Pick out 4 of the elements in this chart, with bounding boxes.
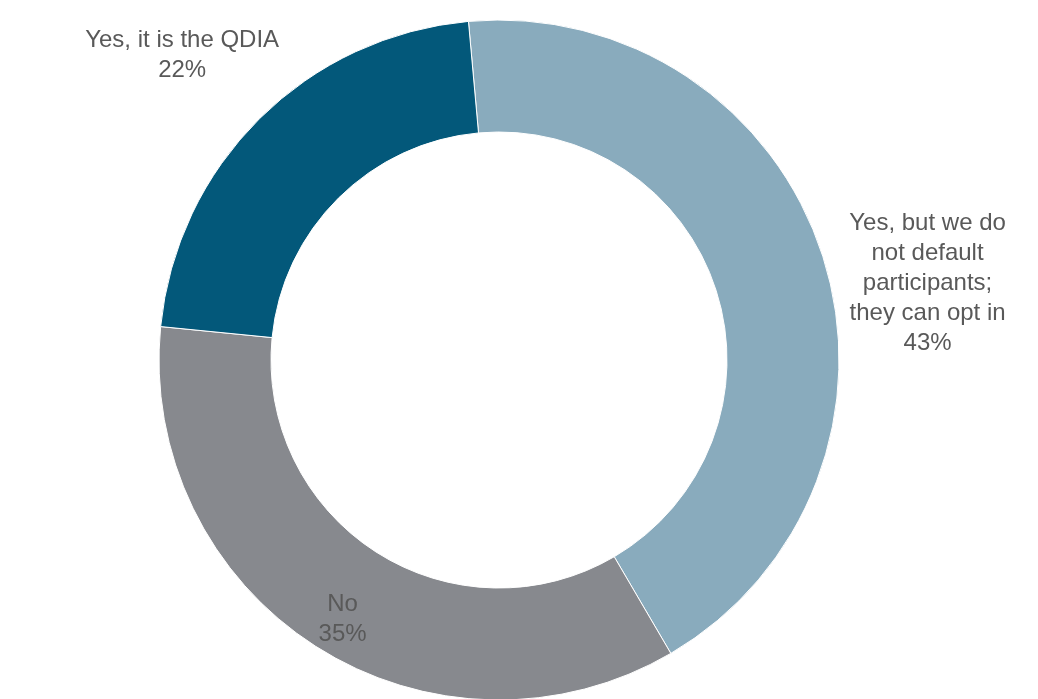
slice-label: Yes, but we do not default participants; they can opt in	[849, 207, 1006, 325]
slice-label: Yes, it is the QDIA	[85, 25, 280, 53]
data-label: 43%	[903, 327, 952, 355]
data-label: 22%	[158, 55, 207, 83]
